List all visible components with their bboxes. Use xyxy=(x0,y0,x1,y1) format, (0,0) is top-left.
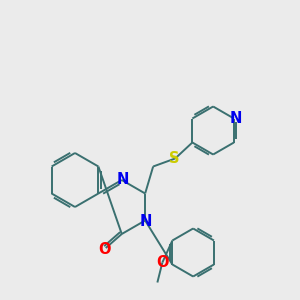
Text: N: N xyxy=(230,111,242,126)
Text: O: O xyxy=(156,255,169,270)
Text: S: S xyxy=(169,151,179,166)
Text: O: O xyxy=(98,242,111,257)
Text: N: N xyxy=(140,214,152,229)
Text: N: N xyxy=(117,172,129,187)
